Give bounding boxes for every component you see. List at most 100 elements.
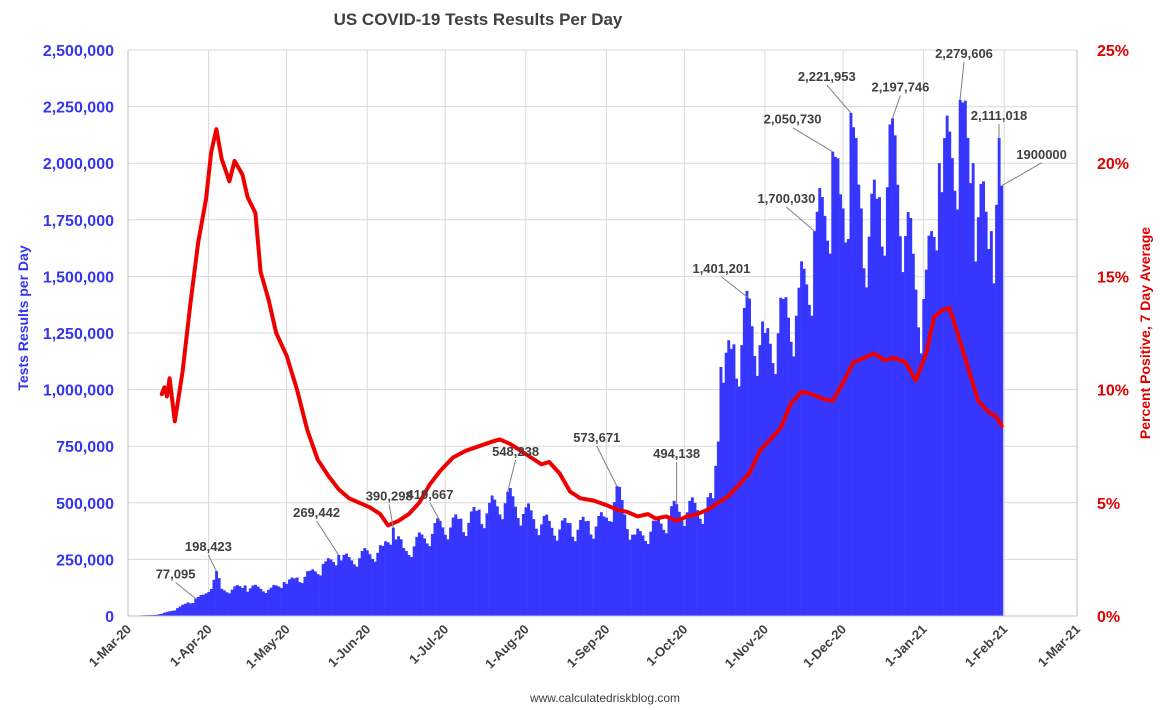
bar	[807, 304, 811, 616]
bar	[228, 593, 231, 616]
annotation-label: 1900000	[1016, 147, 1067, 162]
bar	[191, 603, 195, 616]
bar	[163, 612, 166, 616]
bar	[862, 268, 866, 616]
bar	[363, 548, 367, 616]
bar	[693, 502, 697, 616]
bar	[984, 211, 988, 616]
bar	[545, 514, 549, 616]
bar	[826, 240, 829, 616]
bar	[176, 608, 179, 616]
bar	[173, 610, 177, 616]
bar	[337, 554, 341, 616]
bar	[202, 594, 205, 616]
bar	[300, 583, 304, 616]
bar	[248, 588, 252, 616]
bar	[462, 532, 465, 616]
bar	[316, 574, 320, 616]
bar	[667, 518, 671, 616]
bar	[945, 115, 949, 616]
bar	[238, 586, 242, 616]
bar	[852, 127, 855, 617]
bar	[1000, 185, 1004, 616]
bar	[397, 536, 400, 616]
bar	[615, 486, 619, 616]
bar	[701, 523, 705, 616]
bar	[488, 502, 491, 616]
bar	[368, 554, 372, 616]
bar	[222, 590, 226, 616]
bar	[599, 512, 603, 616]
bar	[480, 524, 484, 616]
bar	[493, 499, 497, 616]
annotation-leader	[316, 520, 340, 556]
bar	[170, 610, 174, 616]
bar	[404, 551, 408, 616]
y-right-tick-label: 15%	[1097, 269, 1129, 286]
bar	[498, 514, 502, 616]
bar	[186, 602, 190, 616]
bar	[787, 317, 790, 616]
bar	[703, 509, 707, 616]
bar	[274, 585, 278, 616]
bar	[761, 321, 764, 616]
bar	[888, 124, 892, 617]
bar	[685, 512, 689, 616]
bar	[823, 215, 827, 616]
bar	[417, 532, 421, 616]
bar	[285, 583, 289, 616]
bar	[937, 163, 941, 616]
bar	[584, 521, 588, 616]
bar	[602, 516, 606, 616]
bar	[581, 516, 585, 616]
y-left-tick-label: 1,750,000	[43, 213, 114, 230]
bar	[246, 591, 250, 616]
bar	[854, 137, 858, 616]
bar	[339, 560, 343, 616]
bar	[251, 585, 255, 616]
bar	[225, 592, 229, 616]
bar	[371, 558, 374, 616]
bar	[529, 510, 533, 616]
bar	[345, 553, 348, 616]
bar	[948, 131, 952, 617]
bar	[607, 521, 611, 616]
bar	[272, 585, 276, 616]
annotation-label: 1,401,201	[692, 261, 750, 276]
bar	[376, 552, 380, 616]
y-left-tick-label: 250,000	[56, 552, 114, 569]
bar	[449, 527, 452, 616]
bar	[511, 496, 515, 616]
y-left-tick-label: 500,000	[56, 496, 114, 513]
bar	[909, 217, 913, 616]
bar	[961, 102, 965, 617]
bar	[571, 536, 575, 616]
bar	[540, 524, 543, 616]
bar	[560, 520, 564, 616]
bar	[943, 138, 946, 617]
annotation-label: 2,050,730	[764, 112, 822, 127]
bar	[441, 527, 445, 616]
bar	[979, 183, 983, 616]
bar	[519, 525, 523, 616]
bar	[350, 560, 354, 616]
annotation-label: 2,197,746	[871, 79, 929, 94]
bar	[659, 523, 663, 616]
annotation-leader	[1001, 162, 1042, 187]
bar	[334, 565, 338, 616]
bar	[451, 517, 455, 616]
bar	[735, 378, 738, 616]
annotation-label: 2,111,018	[971, 108, 1027, 123]
bar	[501, 519, 504, 616]
bar	[833, 156, 837, 616]
bar	[763, 333, 767, 616]
bar	[311, 569, 315, 616]
bar	[831, 151, 835, 616]
y-right-tick-label: 10%	[1097, 383, 1129, 400]
bar	[987, 249, 991, 616]
bar	[566, 522, 569, 616]
bar	[709, 493, 712, 616]
bar	[319, 575, 322, 616]
bar	[802, 268, 806, 616]
